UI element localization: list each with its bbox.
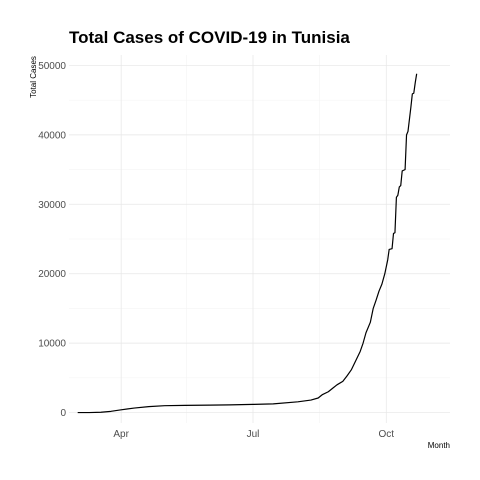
y-tick-label: 50000: [38, 61, 66, 72]
grid: [69, 55, 450, 423]
x-tick-label: Oct: [378, 429, 394, 440]
x-tick-label: Jul: [247, 429, 260, 440]
y-tick-label: 20000: [38, 269, 66, 280]
y-tick-label: 10000: [38, 339, 66, 350]
x-axis-label: Month: [428, 441, 450, 450]
y-axis-label: Total Cases: [29, 56, 38, 98]
y-tick-label: 40000: [38, 130, 66, 141]
x-axis-ticks: Apr Jul Oct: [113, 429, 394, 440]
chart-title: Total Cases of COVID-19 in Tunisia: [69, 28, 350, 47]
y-tick-label: 30000: [38, 200, 66, 211]
x-tick-label: Apr: [113, 429, 129, 440]
series-line-total-cases: [77, 73, 418, 414]
y-axis-ticks: 0 10000 20000 30000 40000 50000: [38, 61, 66, 419]
y-tick-label: 0: [60, 408, 66, 419]
